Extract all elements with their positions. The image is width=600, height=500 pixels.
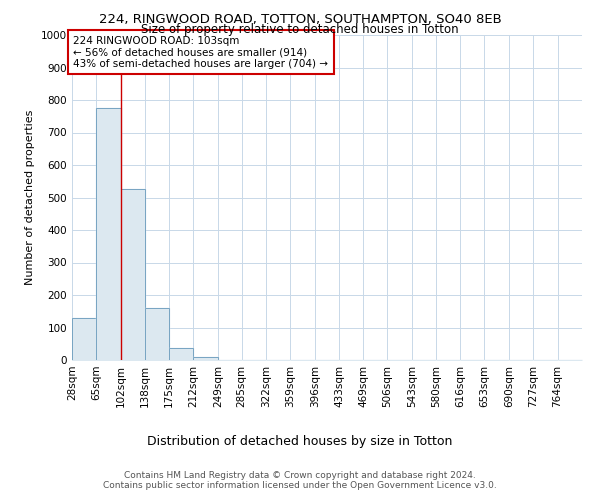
Bar <box>97 108 121 360</box>
Bar <box>121 190 145 360</box>
Text: 224, RINGWOOD ROAD, TOTTON, SOUTHAMPTON, SO40 8EB: 224, RINGWOOD ROAD, TOTTON, SOUTHAMPTON,… <box>98 12 502 26</box>
Text: 224 RINGWOOD ROAD: 103sqm
← 56% of detached houses are smaller (914)
43% of semi: 224 RINGWOOD ROAD: 103sqm ← 56% of detac… <box>73 36 328 69</box>
Bar <box>169 348 193 360</box>
Text: Size of property relative to detached houses in Totton: Size of property relative to detached ho… <box>141 22 459 36</box>
Text: Contains HM Land Registry data © Crown copyright and database right 2024.
Contai: Contains HM Land Registry data © Crown c… <box>103 470 497 490</box>
Y-axis label: Number of detached properties: Number of detached properties <box>25 110 35 285</box>
Bar <box>145 308 169 360</box>
Bar <box>193 357 218 360</box>
Bar <box>72 318 97 360</box>
Text: Distribution of detached houses by size in Totton: Distribution of detached houses by size … <box>148 435 452 448</box>
